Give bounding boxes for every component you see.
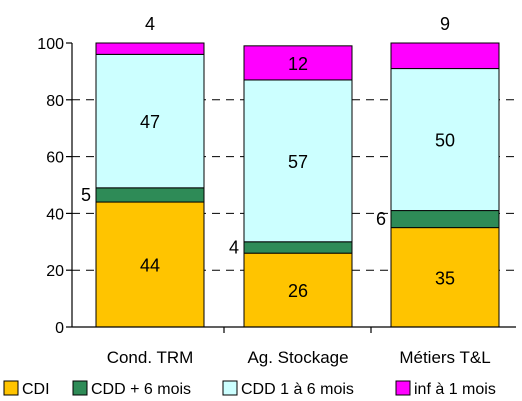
data-label-2-3: 9 [440, 14, 450, 34]
data-label-1-3: 12 [288, 54, 308, 74]
legend-swatch-3 [395, 380, 411, 396]
bar-segment-0-0 [95, 201, 205, 328]
bar-segment-0-1 [95, 187, 205, 203]
bar-segment-1-1 [243, 241, 353, 254]
legend-swatch-0 [3, 380, 19, 396]
data-label-2-0: 35 [435, 268, 455, 288]
data-label-0-0: 44 [140, 256, 160, 276]
bar-segment-1-3 [243, 45, 353, 81]
y-tick-label-80: 80 [46, 93, 64, 110]
data-label-0-2: 47 [140, 112, 160, 132]
bar-segment-2-0 [390, 227, 500, 328]
legend-swatch-1 [72, 380, 88, 396]
legend: CDI CDD + 6 mois CDD 1 à 6 mois inf à 1 moi… [3, 380, 496, 398]
data-label-2-1: 6 [376, 209, 386, 229]
legend-label-0: CDI [22, 381, 50, 398]
bar-segment-2-1 [390, 210, 500, 229]
bars [95, 42, 500, 328]
data-label-2-2: 50 [435, 131, 455, 151]
data-labels: 44 5 47 4 26 4 57 12 35 6 50 9 [81, 14, 455, 301]
legend-label-3: inf à 1 mois [414, 381, 496, 398]
data-label-1-2: 57 [288, 152, 308, 172]
y-tick-label-60: 60 [46, 150, 64, 167]
legend-swatch-2 [222, 380, 238, 396]
x-category-label-1: Ag. Stockage [247, 348, 348, 367]
legend-label-1: CDD + 6 mois [91, 381, 191, 398]
y-tick-label-0: 0 [55, 320, 64, 337]
data-label-0-1: 5 [81, 185, 91, 205]
bar-segment-1-0 [243, 252, 353, 328]
y-tick-label-40: 40 [46, 206, 64, 223]
data-label-0-3: 4 [145, 14, 155, 34]
legend-label-2: CDD 1 à 6 mois [241, 381, 354, 398]
axes: 0 20 40 60 80 100 Cond. TRM Ag. Stockage Métiers… [37, 36, 516, 367]
y-tick-label-100: 100 [37, 36, 64, 53]
data-label-1-0: 26 [288, 281, 308, 301]
bar-segment-0-3 [95, 42, 205, 55]
bar-segment-2-3 [390, 42, 500, 70]
y-tick-label-20: 20 [46, 263, 64, 280]
bar-segment-1-2 [243, 79, 353, 243]
bar-segment-2-2 [390, 68, 500, 212]
x-category-label-2: Métiers T&L [399, 348, 490, 367]
data-label-1-1: 4 [229, 237, 239, 257]
x-category-label-0: Cond. TRM [107, 348, 194, 367]
